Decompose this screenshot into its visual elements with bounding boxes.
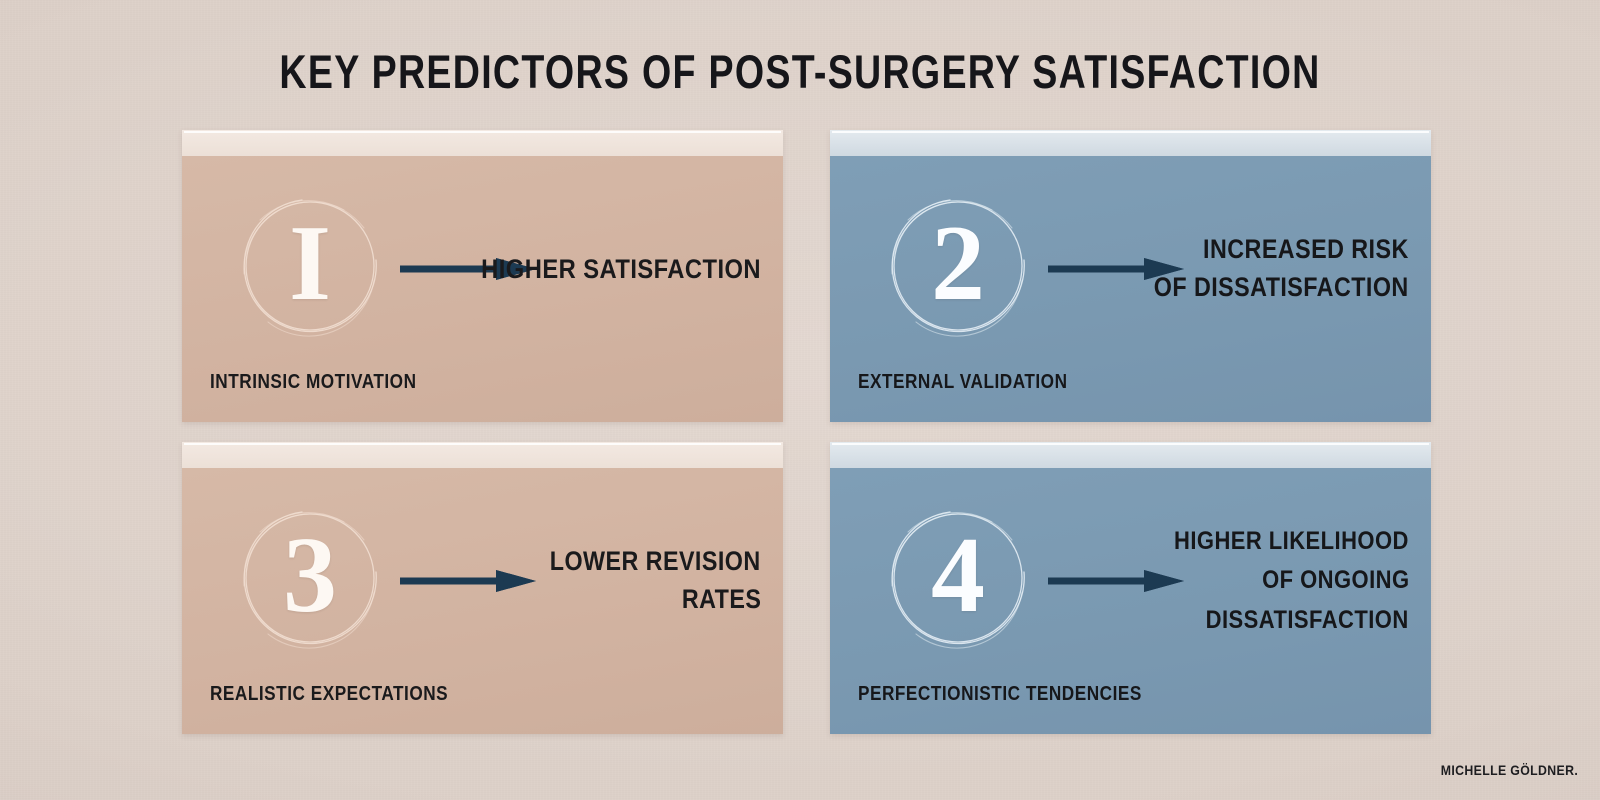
card-top-strip bbox=[182, 442, 783, 468]
card-top-strip bbox=[182, 130, 783, 156]
arrow-icon bbox=[400, 564, 536, 598]
card-predictor-label: REALISTIC EXPECTATIONS bbox=[210, 683, 449, 705]
card-top-strip bbox=[830, 130, 1431, 156]
author-credit: MICHELLE GÖLDNER. bbox=[1440, 762, 1578, 778]
numeral-badge: 2 bbox=[872, 180, 1044, 352]
card-body: 4 HIGHER LIKELIHOOD OF ONGOING DISSATISF… bbox=[830, 468, 1431, 734]
page-title: KEY PREDICTORS OF POST-SURGERY SATISFACT… bbox=[279, 45, 1321, 98]
numeral-badge: 4 bbox=[872, 492, 1044, 664]
outcome-line: OF DISSATISFACTION bbox=[1154, 272, 1409, 302]
card-predictor-label: PERFECTIONISTIC TENDENCIES bbox=[858, 683, 1142, 705]
predictor-card-grid: I HIGHER SATISFACTION INTRINSIC MOTIVATI… bbox=[182, 130, 1431, 734]
arrow-icon bbox=[1048, 252, 1184, 286]
outcome-line: DISSATISFACTION bbox=[1206, 605, 1409, 634]
card-strip-highlight bbox=[832, 443, 1429, 445]
card-predictor-label: EXTERNAL VALIDATION bbox=[858, 371, 1068, 393]
card-outcome-text: INCREASED RISK OF DISSATISFACTION bbox=[1154, 208, 1409, 330]
card-strip-highlight bbox=[832, 131, 1429, 133]
outcome-line: HIGHER LIKELIHOOD bbox=[1174, 526, 1409, 555]
card-numeral: 4 bbox=[931, 516, 985, 635]
numeral-badge: I bbox=[224, 180, 396, 352]
outcome-line: RATES bbox=[681, 584, 761, 614]
card-body: I HIGHER SATISFACTION INTRINSIC MOTIVATI… bbox=[182, 156, 783, 422]
predictor-card-1: I HIGHER SATISFACTION INTRINSIC MOTIVATI… bbox=[182, 130, 783, 422]
outcome-line: HIGHER SATISFACTION bbox=[481, 253, 761, 284]
arrow-icon bbox=[400, 252, 536, 286]
card-predictor-label: INTRINSIC MOTIVATION bbox=[210, 371, 417, 393]
sketch-rings-icon bbox=[891, 511, 1025, 649]
outcome-line: LOWER REVISION bbox=[550, 546, 761, 577]
outcome-line: INCREASED RISK bbox=[1203, 234, 1409, 265]
sketch-rings-icon bbox=[891, 199, 1025, 337]
predictor-card-2: 2 INCREASED RISK OF DISSATISFACTION EXTE… bbox=[830, 130, 1431, 422]
card-body: 2 INCREASED RISK OF DISSATISFACTION EXTE… bbox=[830, 156, 1431, 422]
card-numeral: I bbox=[288, 204, 332, 323]
predictor-card-4: 4 HIGHER LIKELIHOOD OF ONGOING DISSATISF… bbox=[830, 442, 1431, 734]
card-outcome-text: HIGHER SATISFACTION bbox=[481, 208, 761, 330]
card-numeral: 2 bbox=[931, 204, 985, 323]
card-strip-highlight bbox=[184, 443, 781, 445]
sketch-rings-icon bbox=[243, 199, 377, 337]
card-outcome-text: LOWER REVISION RATES bbox=[534, 520, 761, 642]
arrow-icon bbox=[1048, 564, 1184, 598]
card-strip-highlight bbox=[184, 131, 781, 133]
sketch-rings-icon bbox=[243, 511, 377, 649]
card-numeral: 3 bbox=[283, 516, 337, 635]
numeral-badge: 3 bbox=[224, 492, 396, 664]
card-body: 3 LOWER REVISION RATES REALISTIC EXPECTA… bbox=[182, 468, 783, 734]
outcome-line: OF ONGOING bbox=[1261, 566, 1409, 595]
card-outcome-text: HIGHER LIKELIHOOD OF ONGOING DISSATISFAC… bbox=[1174, 508, 1409, 654]
predictor-card-3: 3 LOWER REVISION RATES REALISTIC EXPECTA… bbox=[182, 442, 783, 734]
card-top-strip bbox=[830, 442, 1431, 468]
